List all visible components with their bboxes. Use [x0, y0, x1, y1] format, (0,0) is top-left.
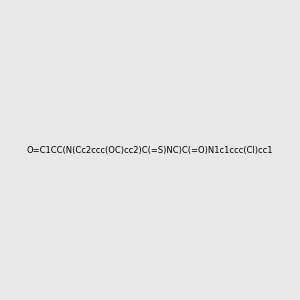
Text: O=C1CC(N(Cc2ccc(OC)cc2)C(=S)NC)C(=O)N1c1ccc(Cl)cc1: O=C1CC(N(Cc2ccc(OC)cc2)C(=S)NC)C(=O)N1c1…	[27, 146, 273, 154]
